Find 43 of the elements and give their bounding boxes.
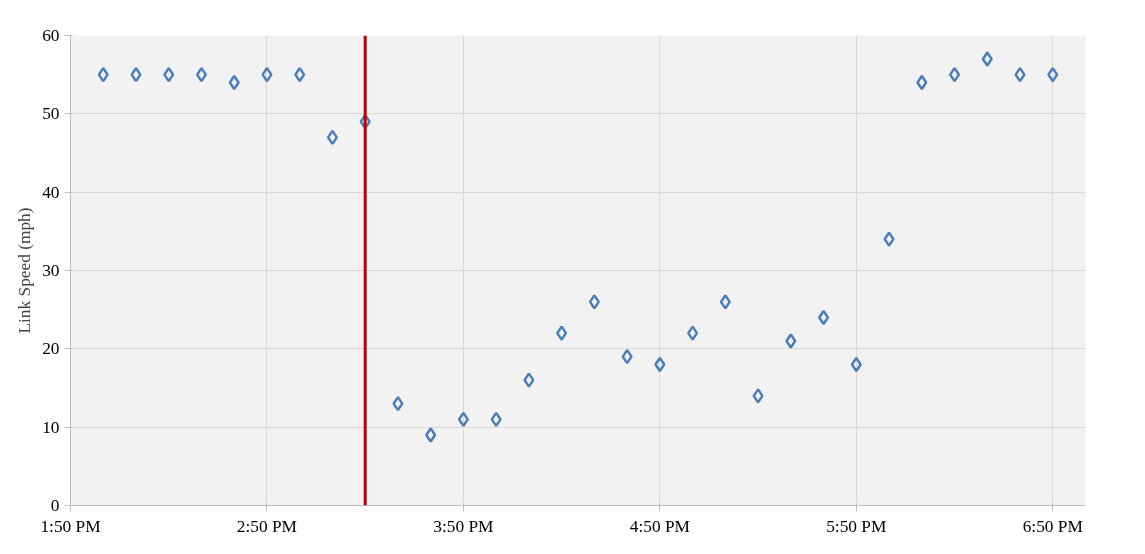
point	[294, 66, 306, 83]
y-tick-label: 50	[42, 104, 60, 124]
point	[163, 66, 175, 83]
x-tick-label: 4:50 PM	[629, 516, 690, 536]
point	[1014, 66, 1026, 83]
point	[916, 74, 928, 91]
point	[130, 66, 142, 83]
y-tick-label: 60	[42, 26, 60, 45]
point	[588, 294, 600, 310]
x-tick-label: 1:50 PM	[40, 516, 101, 536]
point	[850, 356, 862, 373]
point	[719, 294, 731, 310]
point	[654, 356, 666, 373]
y-tick-label: 20	[42, 339, 60, 359]
point	[523, 372, 535, 388]
y-tick-label: 0	[50, 496, 60, 515]
point	[621, 348, 633, 365]
point	[687, 325, 699, 341]
point	[326, 129, 339, 146]
x-tick-label: 5:50 PM	[826, 516, 887, 536]
point	[490, 411, 502, 428]
point	[1047, 66, 1059, 83]
y-tick-label: 10	[42, 417, 60, 437]
point	[97, 66, 109, 83]
point	[425, 427, 437, 443]
point	[228, 74, 240, 91]
point	[195, 66, 208, 83]
point	[261, 66, 273, 83]
point	[948, 66, 961, 83]
point	[392, 395, 404, 412]
point	[457, 411, 469, 428]
point	[785, 333, 797, 349]
y-tick-label: 30	[42, 261, 60, 280]
point	[556, 325, 568, 341]
x-tick-label: 6:50 PM	[1022, 516, 1083, 536]
point	[883, 231, 895, 247]
x-tick-label: 2:50 PM	[236, 516, 298, 536]
point	[752, 388, 764, 404]
point	[981, 51, 993, 67]
x-tick-label: 3:50 PM	[433, 516, 494, 536]
y-tick-label: 40	[42, 182, 60, 202]
y-axis-title: Link Speed (mph)	[15, 207, 35, 334]
point	[817, 309, 830, 326]
